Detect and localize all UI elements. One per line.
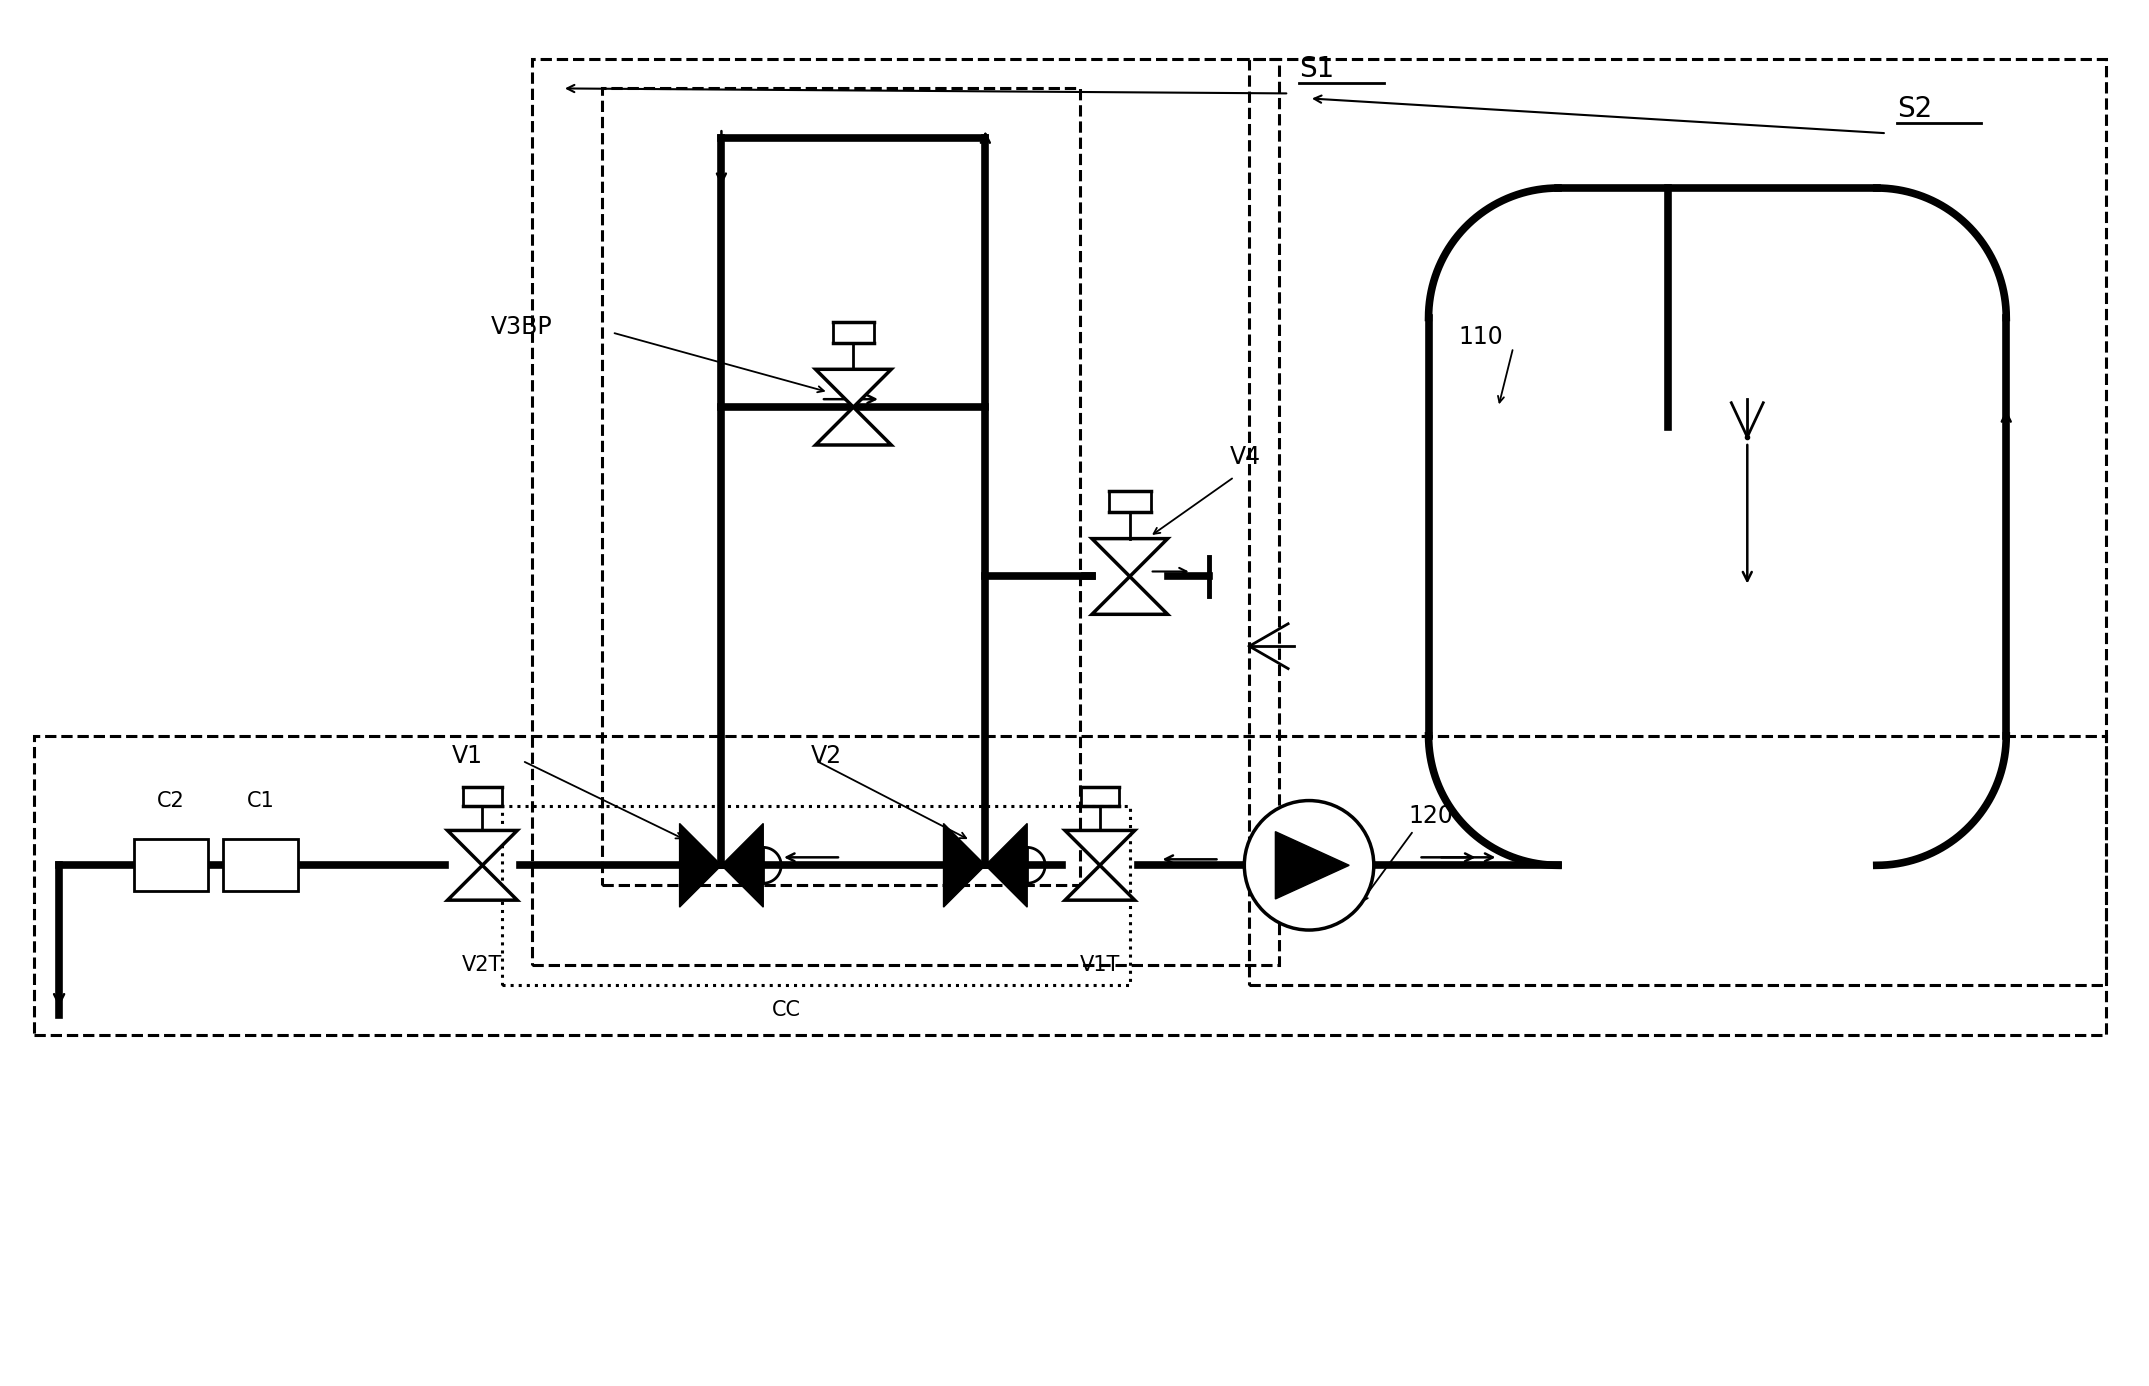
Polygon shape xyxy=(943,823,986,908)
Text: C1: C1 xyxy=(247,790,275,811)
Bar xyxy=(602,89,1081,886)
Polygon shape xyxy=(1066,865,1135,900)
Polygon shape xyxy=(814,369,892,407)
Polygon shape xyxy=(814,407,892,445)
Bar xyxy=(1249,58,2106,985)
Text: V1T: V1T xyxy=(1079,955,1120,974)
Text: CC: CC xyxy=(771,999,802,1020)
Bar xyxy=(223,840,299,891)
Polygon shape xyxy=(986,823,1027,908)
Polygon shape xyxy=(447,865,518,900)
Text: V2T: V2T xyxy=(462,955,503,974)
Circle shape xyxy=(1244,801,1373,930)
Bar xyxy=(133,840,208,891)
Polygon shape xyxy=(1066,830,1135,865)
Polygon shape xyxy=(722,823,763,908)
Text: S1: S1 xyxy=(1300,55,1335,83)
Text: S2: S2 xyxy=(1898,96,1932,123)
Polygon shape xyxy=(1092,577,1167,614)
Polygon shape xyxy=(1092,539,1167,577)
Bar xyxy=(503,805,1130,985)
Bar xyxy=(533,58,1279,965)
Text: V3BP: V3BP xyxy=(490,316,552,340)
Text: 120: 120 xyxy=(1408,804,1453,827)
Polygon shape xyxy=(679,823,722,908)
Text: 110: 110 xyxy=(1459,326,1502,349)
Bar xyxy=(34,736,2106,1034)
Text: V4: V4 xyxy=(1229,445,1261,468)
Polygon shape xyxy=(1274,832,1350,900)
Text: V1: V1 xyxy=(451,744,481,768)
Polygon shape xyxy=(447,830,518,865)
Text: C2: C2 xyxy=(157,790,185,811)
Text: V2: V2 xyxy=(810,744,842,768)
